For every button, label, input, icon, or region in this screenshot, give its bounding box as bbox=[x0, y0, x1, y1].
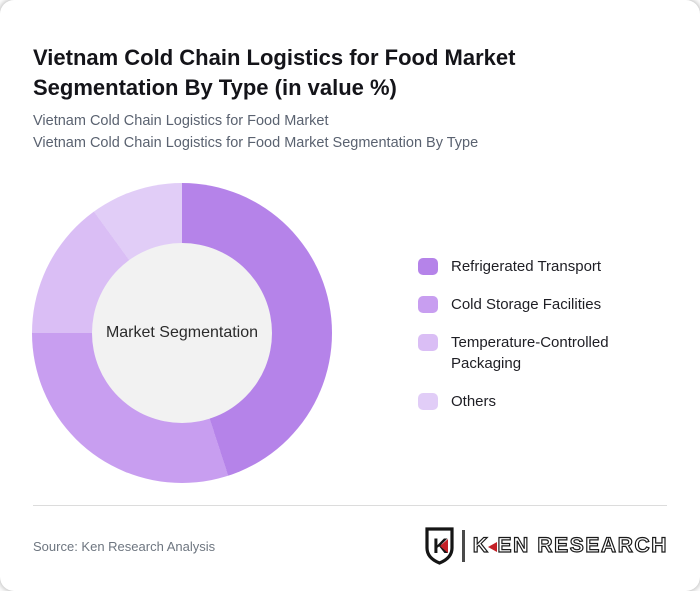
donut-chart: Market Segmentation bbox=[32, 183, 332, 483]
subtitle-line-1: Vietnam Cold Chain Logistics for Food Ma… bbox=[33, 113, 329, 129]
chart-legend: Refrigerated Transport Cold Storage Faci… bbox=[418, 256, 654, 412]
red-arrow-icon bbox=[487, 541, 497, 552]
legend-swatch-icon bbox=[418, 296, 438, 313]
legend-item-cold-storage-facilities: Cold Storage Facilities bbox=[418, 294, 654, 315]
logo-letter-k: K bbox=[472, 533, 490, 557]
donut-center-label: Market Segmentation bbox=[105, 324, 259, 341]
legend-swatch-icon bbox=[418, 258, 438, 275]
logo-divider-bar bbox=[461, 530, 465, 562]
legend-label: Others bbox=[451, 393, 497, 410]
footer-divider bbox=[33, 505, 667, 506]
page-title: Vietnam Cold Chain Logistics for Food Ma… bbox=[33, 44, 516, 100]
legend-swatch-icon bbox=[418, 334, 438, 351]
ken-research-logo: K K EN RESEARCH bbox=[424, 526, 668, 566]
source-note: Source: Ken Research Analysis bbox=[33, 539, 216, 554]
donut-hole: Market Segmentation bbox=[92, 243, 272, 423]
shield-k-icon: K bbox=[425, 527, 454, 565]
logo-text-rest: EN RESEARCH bbox=[497, 533, 668, 557]
legend-label: Temperature-Controlled Packaging bbox=[451, 334, 609, 372]
subtitle-line-2: Vietnam Cold Chain Logistics for Food Ma… bbox=[33, 135, 479, 151]
legend-label: Refrigerated Transport bbox=[451, 258, 602, 275]
legend-label: Cold Storage Facilities bbox=[451, 296, 602, 313]
legend-item-others: Others bbox=[418, 391, 654, 412]
legend-item-refrigerated-transport: Refrigerated Transport bbox=[418, 256, 654, 277]
legend-item-temperature-controlled-packaging: Temperature-Controlled Packaging bbox=[418, 332, 654, 374]
legend-swatch-icon bbox=[418, 393, 438, 410]
chart-subtitle: Vietnam Cold Chain Logistics for Food Ma… bbox=[33, 110, 653, 154]
logo-wordmark: K EN RESEARCH bbox=[472, 533, 668, 558]
